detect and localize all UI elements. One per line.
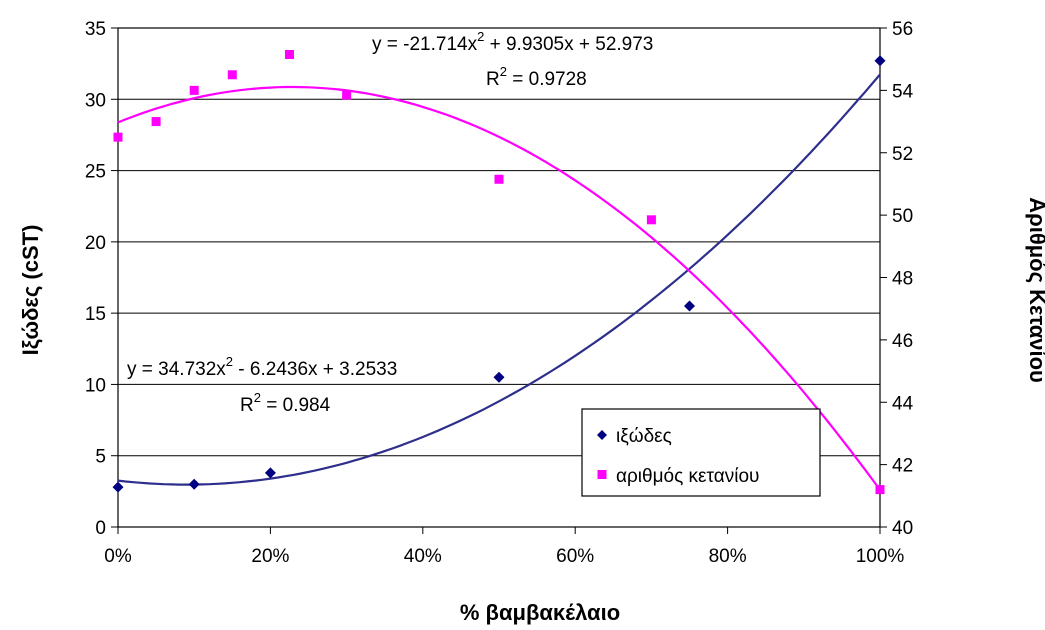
cetane-point xyxy=(227,70,237,80)
x-axis-ticks: 0% 20% 40% 60% 80% 100% xyxy=(104,527,904,567)
y-tick-label: 10 xyxy=(85,375,106,396)
x-tick-label: 20% xyxy=(251,546,289,567)
cetane-point xyxy=(113,132,123,142)
x-axis-title: % βαμβακέλαιο xyxy=(460,600,620,625)
y-tick-label: 0 xyxy=(95,518,106,539)
cetane-point xyxy=(151,117,161,127)
x-tick-label: 100% xyxy=(856,546,905,567)
cetane-point xyxy=(875,485,885,495)
x-tick-label: 0% xyxy=(104,546,132,567)
trendlines xyxy=(117,73,881,491)
legend-item-cetane: αριθμός κετανίου xyxy=(597,466,759,487)
y2-tick-label: 40 xyxy=(892,518,913,539)
cetane-point xyxy=(284,50,294,60)
legend-label-viscosity: ιξώδες xyxy=(616,426,672,447)
y-tick-label: 15 xyxy=(85,304,106,325)
y2-tick-label: 48 xyxy=(892,269,913,290)
viscosity-point xyxy=(264,467,276,479)
legend-box xyxy=(581,408,821,497)
legend: ιξώδες αριθμός κετανίου xyxy=(581,408,821,497)
viscosity-trendline-r2: R2 = 0.984 xyxy=(240,390,331,416)
x-tick-label: 60% xyxy=(556,546,594,567)
cetane-point xyxy=(342,90,352,100)
y2-tick-label: 50 xyxy=(892,206,913,227)
viscosity-point xyxy=(188,478,200,490)
y-tick-label: 30 xyxy=(85,90,106,111)
y2-axis-ticks: 40 42 44 46 48 50 52 54 56 xyxy=(880,19,914,539)
cetane-trendline-equation: y = -21.714x2 + 9.9305x + 52.973 xyxy=(372,29,653,55)
y2-tick-label: 42 xyxy=(892,456,913,477)
y-tick-label: 20 xyxy=(85,233,106,254)
cetane-trendline xyxy=(117,85,881,491)
legend-label-cetane: αριθμός κετανίου xyxy=(616,466,759,487)
viscosity-point xyxy=(874,55,886,67)
legend-item-viscosity: ιξώδες xyxy=(597,426,672,447)
cetane-trendline-r2: R2 = 0.9728 xyxy=(486,64,587,90)
y-tick-label: 5 xyxy=(95,447,106,468)
y2-axis-title: Αριθμός Κετανίου xyxy=(1025,197,1045,383)
viscosity-trendline xyxy=(117,73,881,486)
y2-tick-label: 52 xyxy=(892,144,913,165)
viscosity-point xyxy=(493,371,505,383)
square-marker-icon xyxy=(597,470,607,479)
y2-tick-label: 54 xyxy=(892,81,914,102)
y2-tick-label: 46 xyxy=(892,331,913,352)
cetane-point xyxy=(646,215,656,225)
viscosity-point xyxy=(112,481,124,493)
y2-tick-label: 56 xyxy=(892,19,913,40)
x-tick-label: 80% xyxy=(709,546,747,567)
y-tick-label: 25 xyxy=(85,162,106,183)
data-points xyxy=(112,50,886,495)
cetane-point xyxy=(189,85,199,95)
cetane-point xyxy=(494,174,504,184)
viscosity-trendline-equation: y = 34.732x2 - 6.2436x + 3.2533 xyxy=(127,354,397,380)
x-tick-label: 40% xyxy=(404,546,442,567)
y-axis-ticks: 0 5 10 15 20 25 30 35 xyxy=(85,19,118,539)
y-tick-label: 35 xyxy=(85,19,106,40)
viscosity-point xyxy=(684,300,695,312)
y-axis-title: Ιξώδες (cST) xyxy=(18,225,43,356)
y2-tick-label: 44 xyxy=(892,393,914,414)
diamond-marker-icon xyxy=(597,430,607,440)
